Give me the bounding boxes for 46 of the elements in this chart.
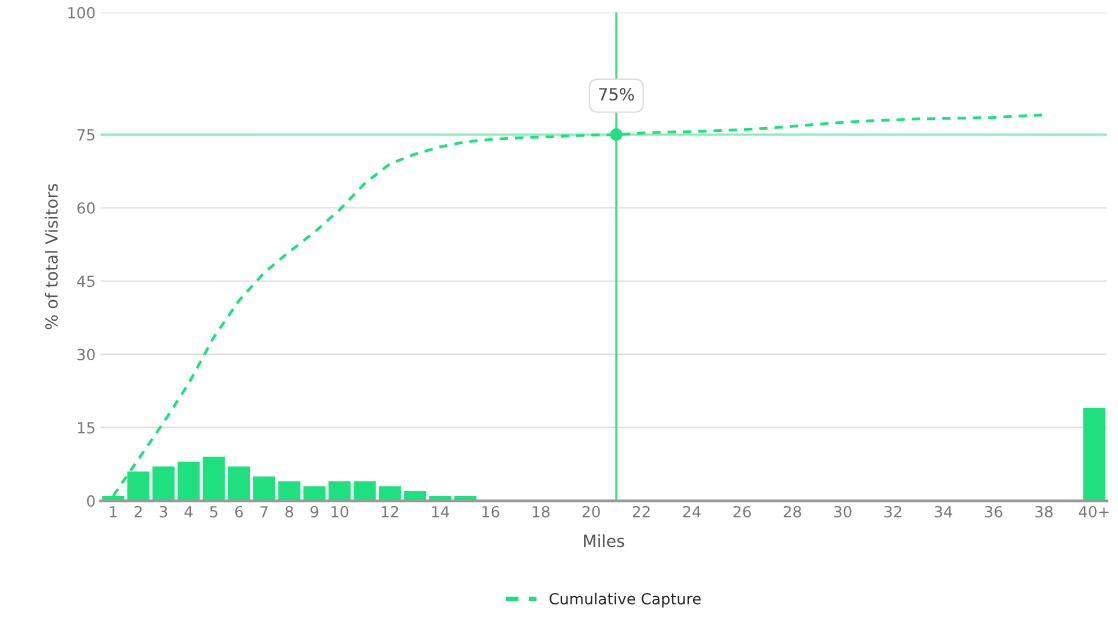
bar: [253, 476, 276, 501]
x-tick-label: 7: [260, 506, 268, 518]
y-tick-label: 15: [78, 422, 95, 434]
annotation: 75%: [599, 87, 634, 101]
bar: [227, 466, 251, 501]
x-tick-label: 36: [985, 505, 1003, 518]
legend-label: Cumulative Capture: [549, 592, 701, 608]
x-tick-label: 8: [285, 505, 294, 518]
x-tick-label: 10: [331, 505, 349, 518]
bar: [278, 481, 301, 501]
x-tick-label: 40+: [1078, 505, 1109, 518]
x-tick-label: 34: [934, 505, 953, 518]
x-tick-label: 9: [310, 505, 319, 518]
x-tick-label: 30: [834, 505, 852, 518]
y-tick-label: 45: [77, 275, 95, 288]
y-tick-label: 30: [77, 348, 95, 361]
x-tick-label: 4: [184, 506, 193, 518]
y-axis-title: % of total Visitors: [44, 183, 58, 330]
y-tick-label: 75: [77, 129, 95, 141]
y-tick-label: 60: [77, 202, 95, 214]
bar: [152, 466, 175, 501]
x-tick-label: 32: [884, 505, 902, 518]
x-tick-label: 6: [235, 505, 243, 518]
x-tick-label: 24: [683, 505, 701, 518]
bar: [1083, 408, 1106, 501]
x-tick-label: 2: [134, 505, 142, 518]
bar: [177, 461, 200, 501]
x-tick-label: 18: [532, 505, 550, 518]
x-tick-label: 12: [381, 505, 399, 518]
x-axis-title: Miles: [584, 534, 625, 548]
y-tick-label: 0: [87, 495, 95, 507]
x-tick-label: 5: [210, 506, 218, 518]
x-tick-label: 26: [733, 505, 751, 518]
bar: [202, 456, 225, 501]
bar: [328, 481, 351, 501]
bar: [353, 481, 376, 501]
bar: [303, 486, 326, 501]
x-tick-label: 20: [582, 505, 600, 518]
x-tick-label: 16: [482, 505, 500, 518]
x-tick-label: 3: [159, 505, 168, 518]
x-tick-label: 38: [1035, 505, 1053, 518]
x-tick-label: 22: [632, 505, 650, 518]
y-tick-label: 100: [68, 6, 95, 19]
x-tick-label: 28: [783, 505, 802, 518]
x-tick-label: 1: [110, 506, 117, 518]
x-tick-label: 14: [432, 506, 450, 518]
